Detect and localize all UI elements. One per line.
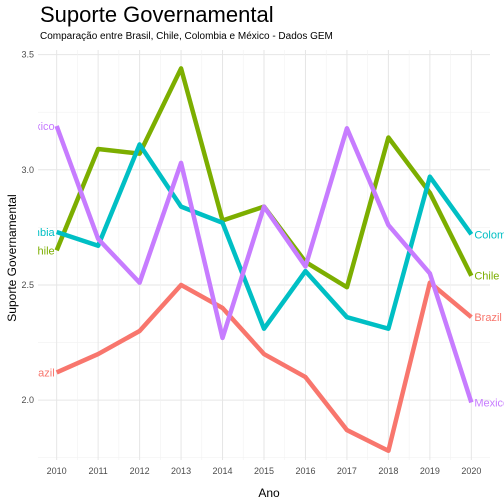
series-line-colombia [55, 142, 474, 331]
series-start-label: Chile [30, 245, 55, 257]
x-tick-label: 2014 [213, 466, 233, 476]
y-tick-label: 3.0 [21, 165, 34, 175]
x-axis-title: Ano [258, 486, 280, 500]
y-axis-title: Suporte Governamental [5, 194, 19, 321]
grid-lines [38, 50, 490, 460]
series-end-labels: Brazil Brazil Chile Chile Colombia Colombia Me… [8, 121, 504, 409]
chart-subtitle: Comparação entre Brasil, Chile, Colombia… [40, 31, 333, 42]
series-end-label: Colombia [474, 229, 504, 241]
series-start-label: Colombia [8, 227, 55, 239]
y-tick-label: 2.0 [21, 395, 34, 405]
y-tick-label: 3.5 [21, 50, 34, 60]
y-axis-ticks: 2.0 2.5 3.0 3.5 [21, 50, 34, 406]
x-tick-label: 2017 [337, 466, 357, 476]
chart-title: Suporte Governamental [40, 2, 274, 27]
series-line-brazil [55, 280, 473, 454]
x-tick-label: 2013 [171, 466, 191, 476]
x-tick-label: 2012 [130, 466, 150, 476]
series-line-mexico [54, 125, 474, 404]
series-end-label: Mexico [474, 397, 504, 409]
x-tick-label: 2010 [47, 466, 67, 476]
y-tick-label: 2.5 [21, 280, 34, 290]
x-tick-label: 2019 [420, 466, 440, 476]
series-start-label: Mexico [20, 121, 55, 133]
series-end-label: Chile [474, 271, 499, 283]
series-end-label: Brazil [474, 312, 502, 324]
x-tick-label: 2011 [88, 466, 107, 476]
x-tick-label: 2020 [461, 466, 481, 476]
series-start-label: Brazil [27, 367, 55, 379]
x-tick-label: 2016 [295, 466, 315, 476]
series-lines [54, 66, 474, 454]
x-tick-label: 2018 [378, 466, 398, 476]
x-tick-label: 2015 [254, 466, 274, 476]
x-axis-ticks: 2010 2011 2012 2013 2014 2015 2016 2017 2018 2019… [47, 466, 482, 476]
